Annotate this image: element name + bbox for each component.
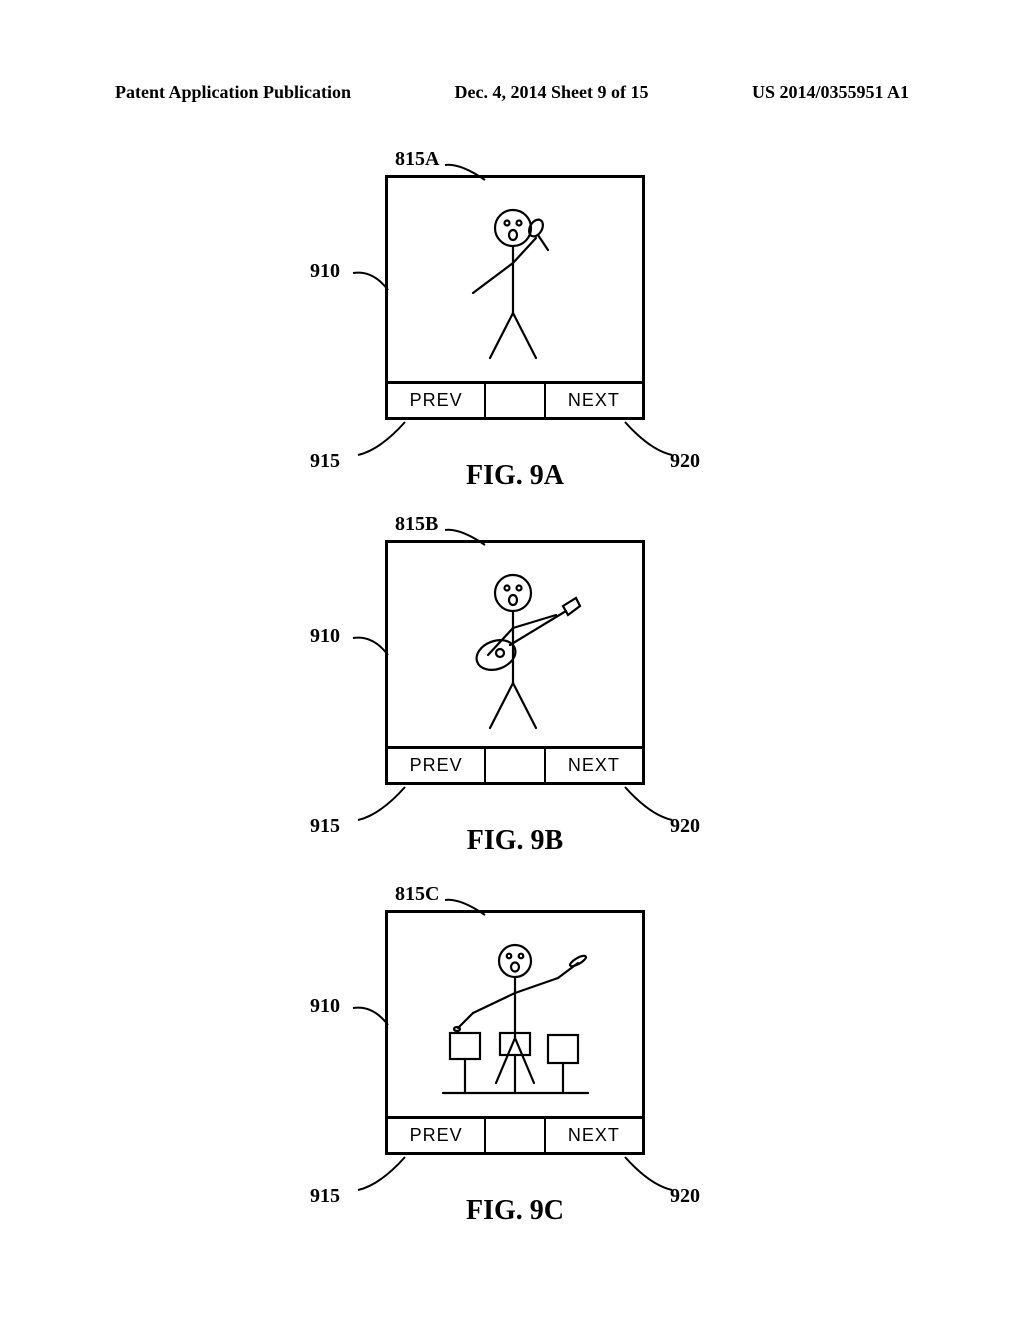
drummer-icon: [388, 913, 642, 1118]
prev-button[interactable]: PREV: [388, 749, 484, 782]
header-right: US 2014/0355951 A1: [752, 82, 909, 103]
page-header: Patent Application Publication Dec. 4, 2…: [115, 82, 909, 103]
ref-815c: 815C: [395, 883, 439, 906]
prev-button[interactable]: PREV: [388, 384, 484, 417]
image-area-guitarist: [388, 543, 642, 748]
image-area-singer: [388, 178, 642, 383]
ref-915-c: 915: [310, 1185, 340, 1208]
next-button[interactable]: NEXT: [546, 1119, 642, 1152]
prev-button[interactable]: PREV: [388, 1119, 484, 1152]
middle-button[interactable]: [484, 749, 546, 782]
caption-9c: FIG. 9C: [385, 1195, 645, 1227]
header-left: Patent Application Publication: [115, 82, 351, 103]
button-row: PREV NEXT: [388, 381, 642, 417]
panel-9c: PREV NEXT: [385, 910, 645, 1155]
panel-9a: PREV NEXT: [385, 175, 645, 420]
ref-815a: 815A: [395, 148, 439, 171]
panel-frame: PREV NEXT: [385, 910, 645, 1155]
patent-page: Patent Application Publication Dec. 4, 2…: [0, 0, 1024, 1320]
ref-910-a: 910: [310, 260, 340, 283]
ref-910-b: 910: [310, 625, 340, 648]
middle-button[interactable]: [484, 384, 546, 417]
button-row: PREV NEXT: [388, 746, 642, 782]
panel-frame: PREV NEXT: [385, 175, 645, 420]
header-center: Dec. 4, 2014 Sheet 9 of 15: [455, 82, 649, 103]
panel-frame: PREV NEXT: [385, 540, 645, 785]
ref-910-c: 910: [310, 995, 340, 1018]
guitarist-icon: [388, 543, 642, 748]
image-area-drummer: [388, 913, 642, 1118]
ref-915-b: 915: [310, 815, 340, 838]
caption-9a: FIG. 9A: [385, 460, 645, 492]
ref-815b: 815B: [395, 513, 438, 536]
next-button[interactable]: NEXT: [546, 749, 642, 782]
singer-icon: [388, 178, 642, 383]
panel-9b: PREV NEXT: [385, 540, 645, 785]
button-row: PREV NEXT: [388, 1116, 642, 1152]
caption-9b: FIG. 9B: [385, 825, 645, 857]
next-button[interactable]: NEXT: [546, 384, 642, 417]
middle-button[interactable]: [484, 1119, 546, 1152]
ref-915-a: 915: [310, 450, 340, 473]
